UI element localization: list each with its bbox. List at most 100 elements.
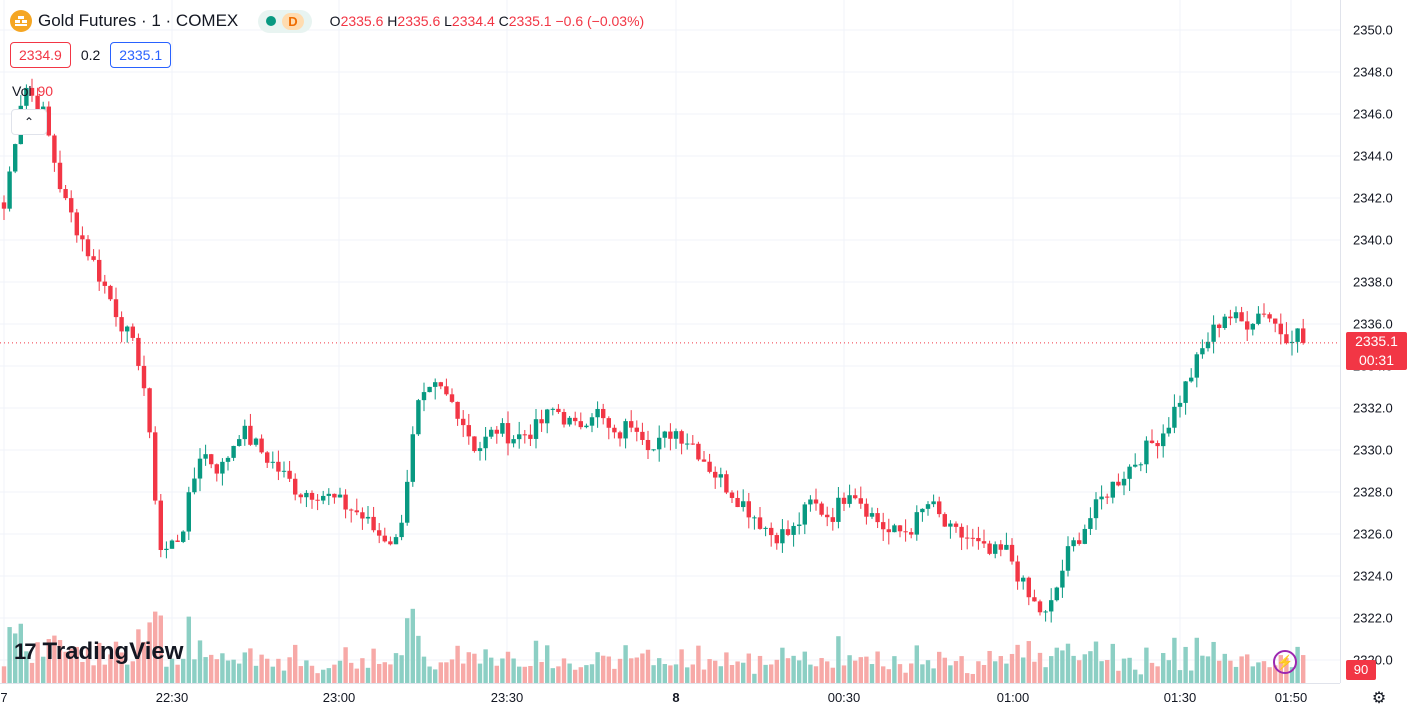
candle-body — [259, 438, 264, 453]
candle-body — [1256, 313, 1261, 324]
candle-body — [1121, 478, 1127, 486]
candle-body — [1127, 466, 1132, 479]
candle-body — [91, 256, 96, 260]
chart-area[interactable] — [0, 0, 1340, 683]
chart-canvas[interactable] — [0, 0, 1340, 683]
settings-gear-icon[interactable]: ⚙ — [1371, 690, 1387, 707]
time-axis-label: 8 — [672, 690, 680, 705]
time-axis-label: 23:00 — [322, 690, 356, 705]
volume-bar — [707, 659, 712, 683]
candle-body — [629, 421, 634, 428]
volume-bar — [332, 664, 337, 683]
volume-bar — [141, 641, 147, 683]
volume-legend[interactable]: Vol 90 — [12, 83, 53, 99]
volume-bar — [197, 640, 203, 683]
volume-bar — [539, 661, 544, 683]
time-axis-label: 22:30 — [155, 690, 189, 705]
volume-bar — [192, 659, 197, 683]
candle-body — [942, 514, 947, 527]
candle-body — [1172, 406, 1177, 428]
high-value: 2335.6 — [397, 13, 441, 29]
volume-bar — [903, 672, 908, 683]
volume-bar — [858, 657, 863, 683]
volume-bar — [35, 642, 40, 683]
candle-body — [1116, 481, 1121, 486]
candle-body — [326, 493, 331, 496]
volume-bar — [886, 669, 891, 683]
volume-price-tag: 90 — [1346, 660, 1376, 680]
volume-bar — [970, 673, 975, 683]
volume-bar — [1116, 670, 1121, 683]
volume-bar — [130, 661, 135, 683]
collapse-legend-button[interactable]: ⌃ — [11, 109, 47, 135]
volume-bar — [589, 664, 595, 683]
market-status-pill[interactable]: D — [258, 9, 312, 33]
candle-body — [287, 470, 292, 479]
volume-bar — [864, 656, 869, 683]
volume-bar — [1301, 655, 1306, 683]
candle-body — [797, 524, 802, 526]
candle-body — [214, 464, 219, 474]
sell-price-button[interactable]: 2334.9 — [10, 42, 71, 68]
candle-body — [265, 452, 270, 463]
volume-bar — [679, 649, 684, 683]
volume-bar — [595, 652, 600, 683]
volume-bar — [500, 658, 505, 683]
lightning-icon[interactable]: ⚡ — [1273, 650, 1297, 674]
candle-body — [427, 386, 432, 393]
candle-body — [433, 382, 438, 387]
last-price-tag: 2335.1 00:31 — [1346, 332, 1407, 370]
symbol-title[interactable]: Gold Futures · 1 · COMEX — [38, 11, 239, 30]
candle-body — [1261, 313, 1267, 315]
candle-body — [337, 494, 343, 498]
volume-bar — [1077, 660, 1082, 683]
candle-body — [651, 449, 656, 451]
candle-body — [231, 445, 236, 458]
volume-bar — [1105, 659, 1110, 683]
volume-bar — [657, 658, 662, 683]
volume-bar — [237, 663, 242, 683]
volume-bar — [987, 650, 992, 683]
volume-bar — [640, 653, 645, 683]
quote-panel: 2334.9 0.2 2335.1 — [10, 42, 172, 68]
candle-body — [1088, 518, 1093, 529]
candle-body — [102, 281, 107, 286]
candle-body — [1032, 597, 1037, 602]
tradingview-logo[interactable]: 17 TradingView — [14, 638, 183, 666]
volume-bar — [203, 657, 208, 683]
candle-body — [1105, 496, 1110, 498]
candle-body — [1110, 481, 1115, 498]
volume-bar — [337, 660, 343, 683]
volume-bar — [18, 623, 23, 683]
volume-bar — [483, 649, 488, 683]
candle-body — [97, 259, 102, 282]
volume-bar — [556, 666, 561, 683]
candle-body — [483, 436, 488, 449]
volume-bar — [186, 616, 191, 683]
volume-bar — [287, 657, 292, 683]
volume-bar — [578, 667, 583, 683]
volume-bar — [1133, 669, 1138, 683]
candle-body — [847, 495, 852, 504]
candle-body — [1222, 316, 1227, 328]
candle-body — [74, 212, 79, 236]
candle-body — [752, 517, 757, 519]
time-axis[interactable]: 7 22:30 23:00 23:30 8 00:30 01:00 01:30 01:50 — [0, 683, 1340, 712]
volume-bar — [1267, 667, 1272, 683]
volume-bar — [808, 664, 813, 683]
close-value: 2335.1 — [508, 13, 552, 29]
candle-body — [802, 504, 807, 525]
candle-body — [416, 400, 421, 435]
volume-bar — [382, 662, 387, 683]
candle-body — [937, 501, 942, 515]
price-axis[interactable]: 2350.0 2348.0 2346.0 2344.0 2342.0 2340.0 2338… — [1340, 0, 1409, 683]
candle-body — [164, 548, 169, 551]
candle-body — [1009, 544, 1015, 562]
candle-body — [147, 388, 152, 433]
candle-body — [1250, 323, 1255, 330]
candle-body — [1082, 528, 1087, 544]
candle-body — [1200, 348, 1205, 355]
volume-bar — [752, 673, 757, 683]
volume-bar — [645, 649, 651, 683]
buy-price-button[interactable]: 2335.1 — [110, 42, 172, 68]
